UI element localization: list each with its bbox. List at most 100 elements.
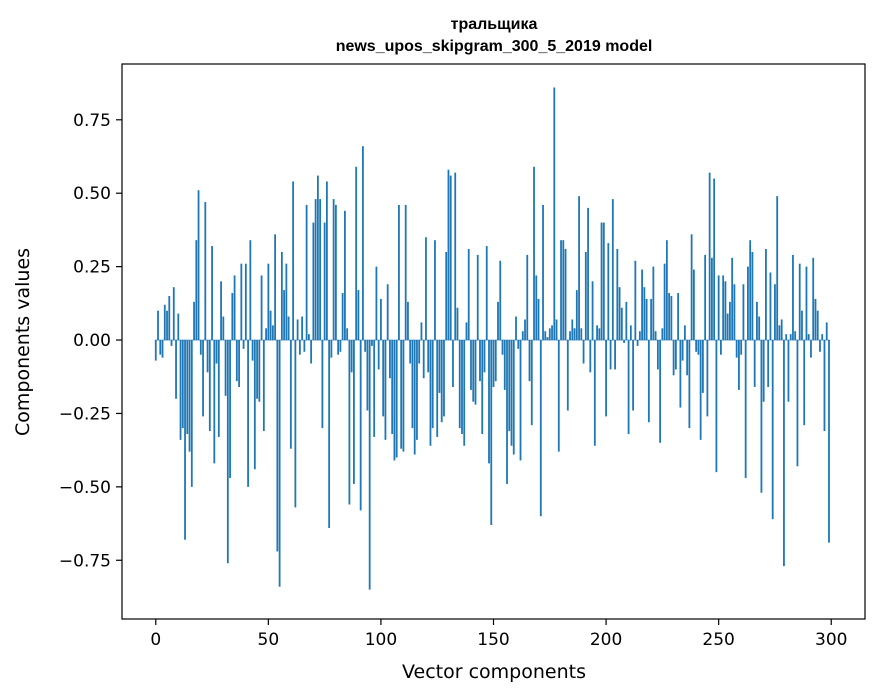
bar bbox=[409, 340, 412, 364]
bar bbox=[213, 340, 216, 464]
bar bbox=[186, 340, 189, 434]
bar bbox=[485, 246, 488, 341]
bar bbox=[533, 166, 535, 341]
y-tick-label: −0.25 bbox=[59, 404, 111, 424]
bar bbox=[756, 301, 758, 341]
bar bbox=[283, 290, 286, 341]
bar bbox=[443, 340, 445, 417]
bar bbox=[600, 222, 603, 341]
bar bbox=[206, 340, 209, 373]
bar bbox=[776, 196, 779, 341]
bar bbox=[780, 319, 783, 341]
bar bbox=[512, 340, 515, 455]
bar bbox=[476, 254, 479, 341]
bar bbox=[783, 340, 785, 567]
chart-subtitle: news_upos_skipgram_300_5_2019 model bbox=[336, 38, 653, 55]
y-tick-label: 0.50 bbox=[73, 184, 111, 204]
bar bbox=[303, 340, 306, 352]
bar bbox=[470, 340, 472, 390]
bar bbox=[260, 275, 263, 341]
bar bbox=[307, 334, 310, 341]
bar bbox=[796, 340, 799, 467]
chart-title: тральщика bbox=[451, 16, 538, 33]
bar bbox=[510, 340, 513, 446]
bar bbox=[163, 304, 166, 341]
bar bbox=[159, 340, 162, 355]
bar bbox=[803, 340, 806, 426]
bar bbox=[400, 340, 403, 449]
bar bbox=[395, 340, 398, 458]
y-tick-label: 0.00 bbox=[73, 331, 111, 351]
bar bbox=[341, 293, 344, 341]
bar bbox=[384, 340, 387, 440]
bar bbox=[519, 340, 522, 461]
bar bbox=[355, 166, 358, 341]
bar bbox=[332, 199, 335, 341]
x-tick-label: 150 bbox=[477, 630, 509, 650]
bar bbox=[492, 340, 495, 388]
x-tick-label: 100 bbox=[365, 630, 397, 650]
bar bbox=[298, 340, 301, 355]
bar bbox=[544, 331, 547, 341]
bar bbox=[220, 281, 222, 341]
bar bbox=[479, 340, 481, 382]
bar bbox=[629, 325, 632, 341]
bar bbox=[368, 340, 371, 590]
bar bbox=[285, 263, 288, 341]
bar bbox=[805, 266, 808, 341]
bar bbox=[508, 340, 511, 432]
bar bbox=[420, 322, 423, 341]
bars-group bbox=[154, 87, 830, 590]
bar bbox=[614, 340, 616, 370]
bar bbox=[418, 340, 421, 364]
bar bbox=[197, 190, 200, 341]
bar bbox=[789, 334, 792, 341]
bar bbox=[217, 340, 220, 437]
bar bbox=[778, 325, 781, 341]
bar bbox=[740, 340, 743, 355]
y-axis-label: Components values bbox=[12, 248, 34, 436]
bar bbox=[328, 340, 331, 528]
bar bbox=[458, 340, 461, 429]
bar bbox=[222, 316, 225, 341]
bar bbox=[661, 328, 664, 341]
bar bbox=[483, 340, 486, 373]
bar bbox=[452, 340, 454, 388]
bar bbox=[382, 340, 385, 417]
bar bbox=[154, 340, 157, 361]
bar bbox=[449, 175, 452, 341]
bar bbox=[584, 251, 587, 341]
y-tick-label: 0.75 bbox=[73, 111, 111, 131]
bar bbox=[312, 222, 315, 341]
bar bbox=[337, 340, 340, 355]
bar bbox=[724, 281, 727, 341]
bar bbox=[334, 204, 337, 341]
bar bbox=[654, 331, 657, 341]
bar bbox=[488, 340, 490, 464]
bar bbox=[674, 340, 677, 370]
y-axis-ticks: −0.75 −0.50 −0.25 0.00 0.25 0.50 0.75 bbox=[59, 111, 122, 571]
bar bbox=[422, 340, 425, 379]
bar bbox=[292, 181, 295, 341]
bar bbox=[738, 340, 740, 390]
bar bbox=[161, 340, 164, 358]
bar bbox=[638, 331, 641, 341]
bar bbox=[177, 313, 180, 341]
bar bbox=[530, 340, 533, 426]
bar bbox=[258, 340, 261, 402]
bar bbox=[249, 240, 252, 341]
bar bbox=[828, 340, 830, 543]
bar bbox=[762, 340, 765, 402]
bar bbox=[575, 290, 578, 341]
bar bbox=[319, 199, 322, 341]
bar bbox=[679, 340, 682, 408]
bar bbox=[294, 340, 297, 508]
bar bbox=[569, 331, 571, 341]
bar bbox=[172, 287, 175, 341]
bar bbox=[573, 328, 576, 341]
bar bbox=[181, 340, 184, 429]
bar bbox=[373, 340, 376, 437]
bar bbox=[690, 234, 693, 341]
bar bbox=[265, 328, 267, 341]
